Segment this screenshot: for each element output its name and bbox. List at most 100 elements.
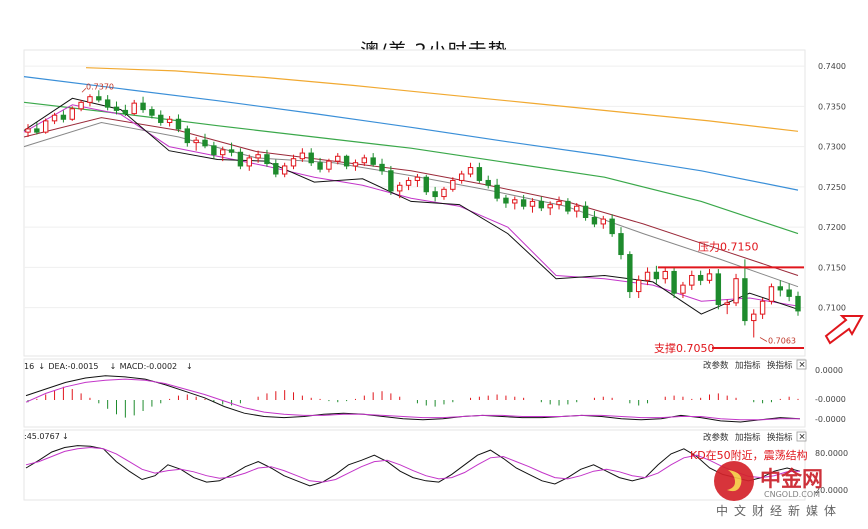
candle-body	[51, 114, 58, 122]
down-arrow-icon: ↓	[62, 432, 69, 441]
candlestick	[565, 198, 571, 215]
candlestick	[591, 211, 598, 228]
candle-body	[600, 218, 606, 225]
candlestick	[512, 196, 518, 210]
candlestick	[751, 309, 757, 338]
edit-params-button[interactable]: 改参数	[703, 360, 729, 371]
macd-lines	[25, 375, 801, 423]
candle-body	[361, 157, 368, 164]
switch-indicator-button[interactable]: 换指标	[767, 432, 793, 443]
kd-k-line	[25, 445, 801, 487]
candlestick	[697, 270, 704, 286]
candlestick	[255, 150, 261, 163]
candle-body	[494, 184, 500, 199]
candlestick	[556, 196, 562, 210]
candle-body	[574, 205, 580, 212]
candle-body	[166, 118, 173, 123]
candlestick	[51, 112, 58, 125]
candlestick	[733, 273, 739, 307]
candle-body	[450, 179, 456, 190]
candle-body	[627, 254, 633, 293]
candle-body	[423, 176, 429, 193]
candle-body	[768, 286, 775, 302]
candlestick	[742, 259, 748, 326]
macd-value: MACD:-0.0002	[120, 362, 178, 371]
candle-body	[529, 200, 536, 207]
close-panel-button[interactable]	[796, 359, 807, 370]
candle-body	[786, 289, 792, 297]
candlestick	[574, 203, 580, 218]
kd-d-line	[25, 446, 801, 483]
candle-body	[255, 154, 261, 159]
candle-body	[96, 96, 102, 101]
add-indicator-button[interactable]: 加指标	[735, 432, 761, 443]
candlestick	[335, 153, 341, 165]
support-label: 支撑0.7050	[654, 341, 715, 355]
candle-body	[193, 139, 199, 144]
candle-body	[662, 270, 668, 280]
close-panel-button[interactable]	[796, 431, 807, 442]
watermark: 中金网 CNGOLD.COM 中文财经新媒体	[714, 461, 836, 518]
candlestick	[131, 99, 137, 116]
candle-body	[184, 128, 191, 144]
macd-tick-label: -0.0000	[815, 395, 846, 404]
candle-body	[609, 218, 615, 235]
candle-body	[228, 149, 235, 153]
ma-line	[23, 117, 799, 276]
logo-swirl-icon	[727, 470, 742, 492]
candlestick	[618, 227, 624, 260]
candle-body	[697, 274, 704, 281]
candlestick	[158, 110, 164, 126]
candle-body	[751, 313, 757, 322]
kd-lines	[25, 445, 801, 487]
candle-body	[547, 204, 553, 209]
switch-indicator-button[interactable]: 换指标	[767, 360, 793, 371]
candlestick	[423, 174, 429, 195]
ma-line	[85, 67, 799, 132]
candle-body	[485, 179, 491, 186]
candlestick	[388, 165, 394, 195]
high-price-pointer	[81, 87, 87, 93]
candle-body	[308, 152, 314, 164]
candlestick	[184, 125, 191, 147]
add-indicator-button[interactable]: 加指标	[735, 360, 761, 371]
down-arrow-icon: ↓	[186, 362, 193, 371]
candlestick	[361, 154, 368, 166]
candlestick	[494, 178, 500, 202]
candlestick	[786, 283, 792, 302]
down-arrow-icon: ↓	[110, 362, 117, 371]
candle-body	[706, 273, 713, 281]
candle-body	[379, 163, 385, 172]
candlestick	[290, 154, 297, 170]
candle-body	[370, 157, 376, 165]
kd-value: :45.0767	[24, 432, 60, 441]
price-tick-label: 0.7250	[818, 183, 846, 192]
candle-body	[326, 160, 332, 170]
watermark-domain: CNGOLD.COM	[764, 490, 820, 499]
candle-body	[397, 184, 403, 192]
kd-tick-label: 20.0000	[815, 486, 848, 495]
candlestick	[122, 104, 129, 117]
edit-params-button[interactable]: 改参数	[703, 432, 729, 443]
ma-line	[23, 101, 799, 235]
kd-panel: :45.0767 ↓ 80.0000 20.0000 改参数 加指标 换指标 ✕ KD在50…	[23, 429, 848, 501]
candlestick	[476, 162, 483, 183]
candlestick	[441, 186, 447, 200]
price-panel: 0.7400 0.7350 0.7300 0.7250 0.7200 0.7150 0.71…	[23, 49, 846, 357]
close-icon: ✕	[799, 433, 806, 443]
candle-body	[211, 145, 217, 156]
candle-body	[635, 279, 642, 293]
candlestick	[202, 133, 208, 149]
annotations: 0.7370 0.7063 压力0.7150 支撑0.7050	[81, 82, 804, 355]
candlestick	[326, 158, 332, 173]
candlestick	[520, 194, 527, 210]
arrow-right-icon	[824, 315, 864, 345]
ma-line	[23, 76, 799, 191]
macd-dea-line	[25, 378, 800, 421]
candle-body	[618, 233, 624, 256]
candlestick	[352, 159, 359, 171]
candlestick	[759, 298, 766, 319]
candle-body	[565, 200, 571, 212]
candle-body	[777, 286, 783, 291]
candlestick	[69, 106, 75, 121]
